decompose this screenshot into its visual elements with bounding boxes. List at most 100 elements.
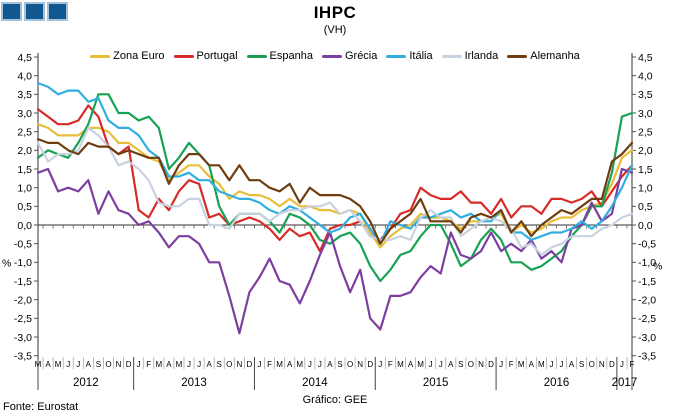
- chart-credit: Gráfico: GEE: [302, 394, 368, 406]
- month-label: O: [105, 360, 111, 369]
- month-label: N: [357, 360, 363, 369]
- month-label: M: [155, 360, 162, 369]
- y-tick-label-right: -3,5: [638, 350, 656, 362]
- logo: [1, 2, 68, 21]
- legend-swatch: [507, 54, 528, 58]
- month-label: A: [569, 360, 575, 369]
- y-tick-label-left: 1,0: [17, 182, 32, 194]
- legend-item-grécia: Grécia: [321, 50, 377, 62]
- y-tick-label-right: -1,5: [638, 276, 656, 288]
- year-label: 2017: [612, 377, 638, 389]
- y-tick-label-right: -0,5: [638, 238, 656, 250]
- y-tick-label-right: 4,0: [638, 70, 653, 82]
- year-label: 2013: [181, 377, 207, 389]
- month-label: F: [388, 360, 393, 369]
- y-tick-label-left: -3,5: [14, 350, 32, 362]
- legend-item-alemanha: Alemanha: [507, 50, 580, 62]
- legend-label: Itália: [409, 50, 433, 62]
- month-label: J: [308, 360, 312, 369]
- logo-square: [24, 2, 45, 21]
- month-label: M: [176, 360, 183, 369]
- y-tick-label-right: -2,0: [638, 294, 656, 306]
- month-label: O: [589, 360, 595, 369]
- y-tick-label-left: 4,5: [17, 52, 32, 64]
- month-label: J: [197, 360, 201, 369]
- legend-swatch: [246, 54, 267, 58]
- month-label: J: [620, 360, 624, 369]
- month-label: F: [267, 360, 272, 369]
- month-label: A: [86, 360, 92, 369]
- y-tick-label-right: 4,5: [638, 52, 653, 64]
- legend-item-portugal: Portugal: [173, 50, 238, 62]
- month-label: A: [408, 360, 414, 369]
- year-label: 2016: [544, 377, 570, 389]
- month-label: J: [257, 360, 261, 369]
- y-tick-label-left: -1,0: [14, 257, 32, 269]
- y-tick-label-left: 4,0: [17, 70, 32, 82]
- month-label: J: [560, 360, 564, 369]
- month-label: N: [236, 360, 242, 369]
- month-label: D: [488, 360, 494, 369]
- y-tick-label-left: 0,0: [17, 220, 32, 232]
- month-label: J: [76, 360, 80, 369]
- month-label: N: [116, 360, 122, 369]
- series-line-grécia: [36, 167, 634, 335]
- month-label: F: [509, 360, 514, 369]
- month-label: S: [217, 360, 222, 369]
- month-label: A: [327, 360, 333, 369]
- y-tick-label-right: 2,0: [638, 145, 653, 157]
- y-tick-label-right: 1,0: [638, 182, 653, 194]
- series-line-itália: [36, 82, 634, 245]
- month-label: D: [126, 360, 132, 369]
- y-axis-right: 4,5 4,0 3,5 3,0 2,5 2,0 1,5 1,0 0,5 0,0 -0,5 -1,0 -1…: [631, 52, 662, 362]
- month-label: N: [599, 360, 605, 369]
- series-line-irlanda: [36, 126, 634, 256]
- legend-label: Espanha: [269, 50, 313, 62]
- legend-label: Portugal: [196, 50, 238, 62]
- month-label: J: [549, 360, 553, 369]
- month-label: D: [247, 360, 253, 369]
- y-tick-label-left: -2,5: [14, 313, 32, 325]
- y-tick-label-left: 3,0: [17, 108, 32, 120]
- source-note: Fonte: Eurostat: [3, 401, 79, 413]
- month-label: J: [429, 360, 433, 369]
- legend-item-zona-euro: Zona Euro: [90, 50, 165, 62]
- month-label: F: [146, 360, 151, 369]
- month-label: O: [226, 360, 232, 369]
- month-label: A: [206, 360, 212, 369]
- month-label: A: [529, 360, 535, 369]
- y-tick-label-right: -1,0: [638, 257, 656, 269]
- month-label: M: [417, 360, 424, 369]
- month-label: M: [276, 360, 283, 369]
- logo-square: [47, 2, 68, 21]
- legend-swatch: [386, 54, 407, 58]
- y-tick-label-right: -2,5: [638, 313, 656, 325]
- y-tick-label-right: 3,5: [638, 89, 653, 101]
- y-tick-label-left: 1,5: [17, 164, 32, 176]
- series-line-portugal: [36, 104, 634, 253]
- month-label: N: [478, 360, 484, 369]
- month-label: O: [347, 360, 353, 369]
- y-tick-label-right: 2,5: [638, 126, 653, 138]
- series-line-alemanha: [36, 138, 634, 245]
- y-tick-label-right: -3,0: [638, 332, 656, 344]
- y-tick-label-right: 0,5: [638, 201, 653, 213]
- month-label: J: [187, 360, 191, 369]
- month-label: F: [630, 360, 635, 369]
- chart-title: IHPC: [313, 3, 357, 22]
- month-label: M: [55, 360, 62, 369]
- month-label: J: [499, 360, 503, 369]
- month-label: O: [468, 360, 474, 369]
- y-axis-left: 4,5 4,0 3,5 3,0 2,5 2,0 1,5 1,0 0,5 0,0 -0,5 -1,0 -1…: [2, 52, 39, 362]
- month-label: J: [378, 360, 382, 369]
- legend-item-espanha: Espanha: [246, 50, 313, 62]
- month-label: J: [137, 360, 141, 369]
- month-label: M: [538, 360, 545, 369]
- month-label: S: [579, 360, 584, 369]
- legend-item-irlanda: Irlanda: [441, 50, 498, 62]
- y-axis-unit-left: %: [2, 257, 11, 269]
- y-tick-label-left: -0,5: [14, 238, 32, 250]
- y-tick-label-left: -2,0: [14, 294, 32, 306]
- y-tick-label-right: 1,5: [638, 164, 653, 176]
- chart-subtitle: (VH): [323, 24, 347, 36]
